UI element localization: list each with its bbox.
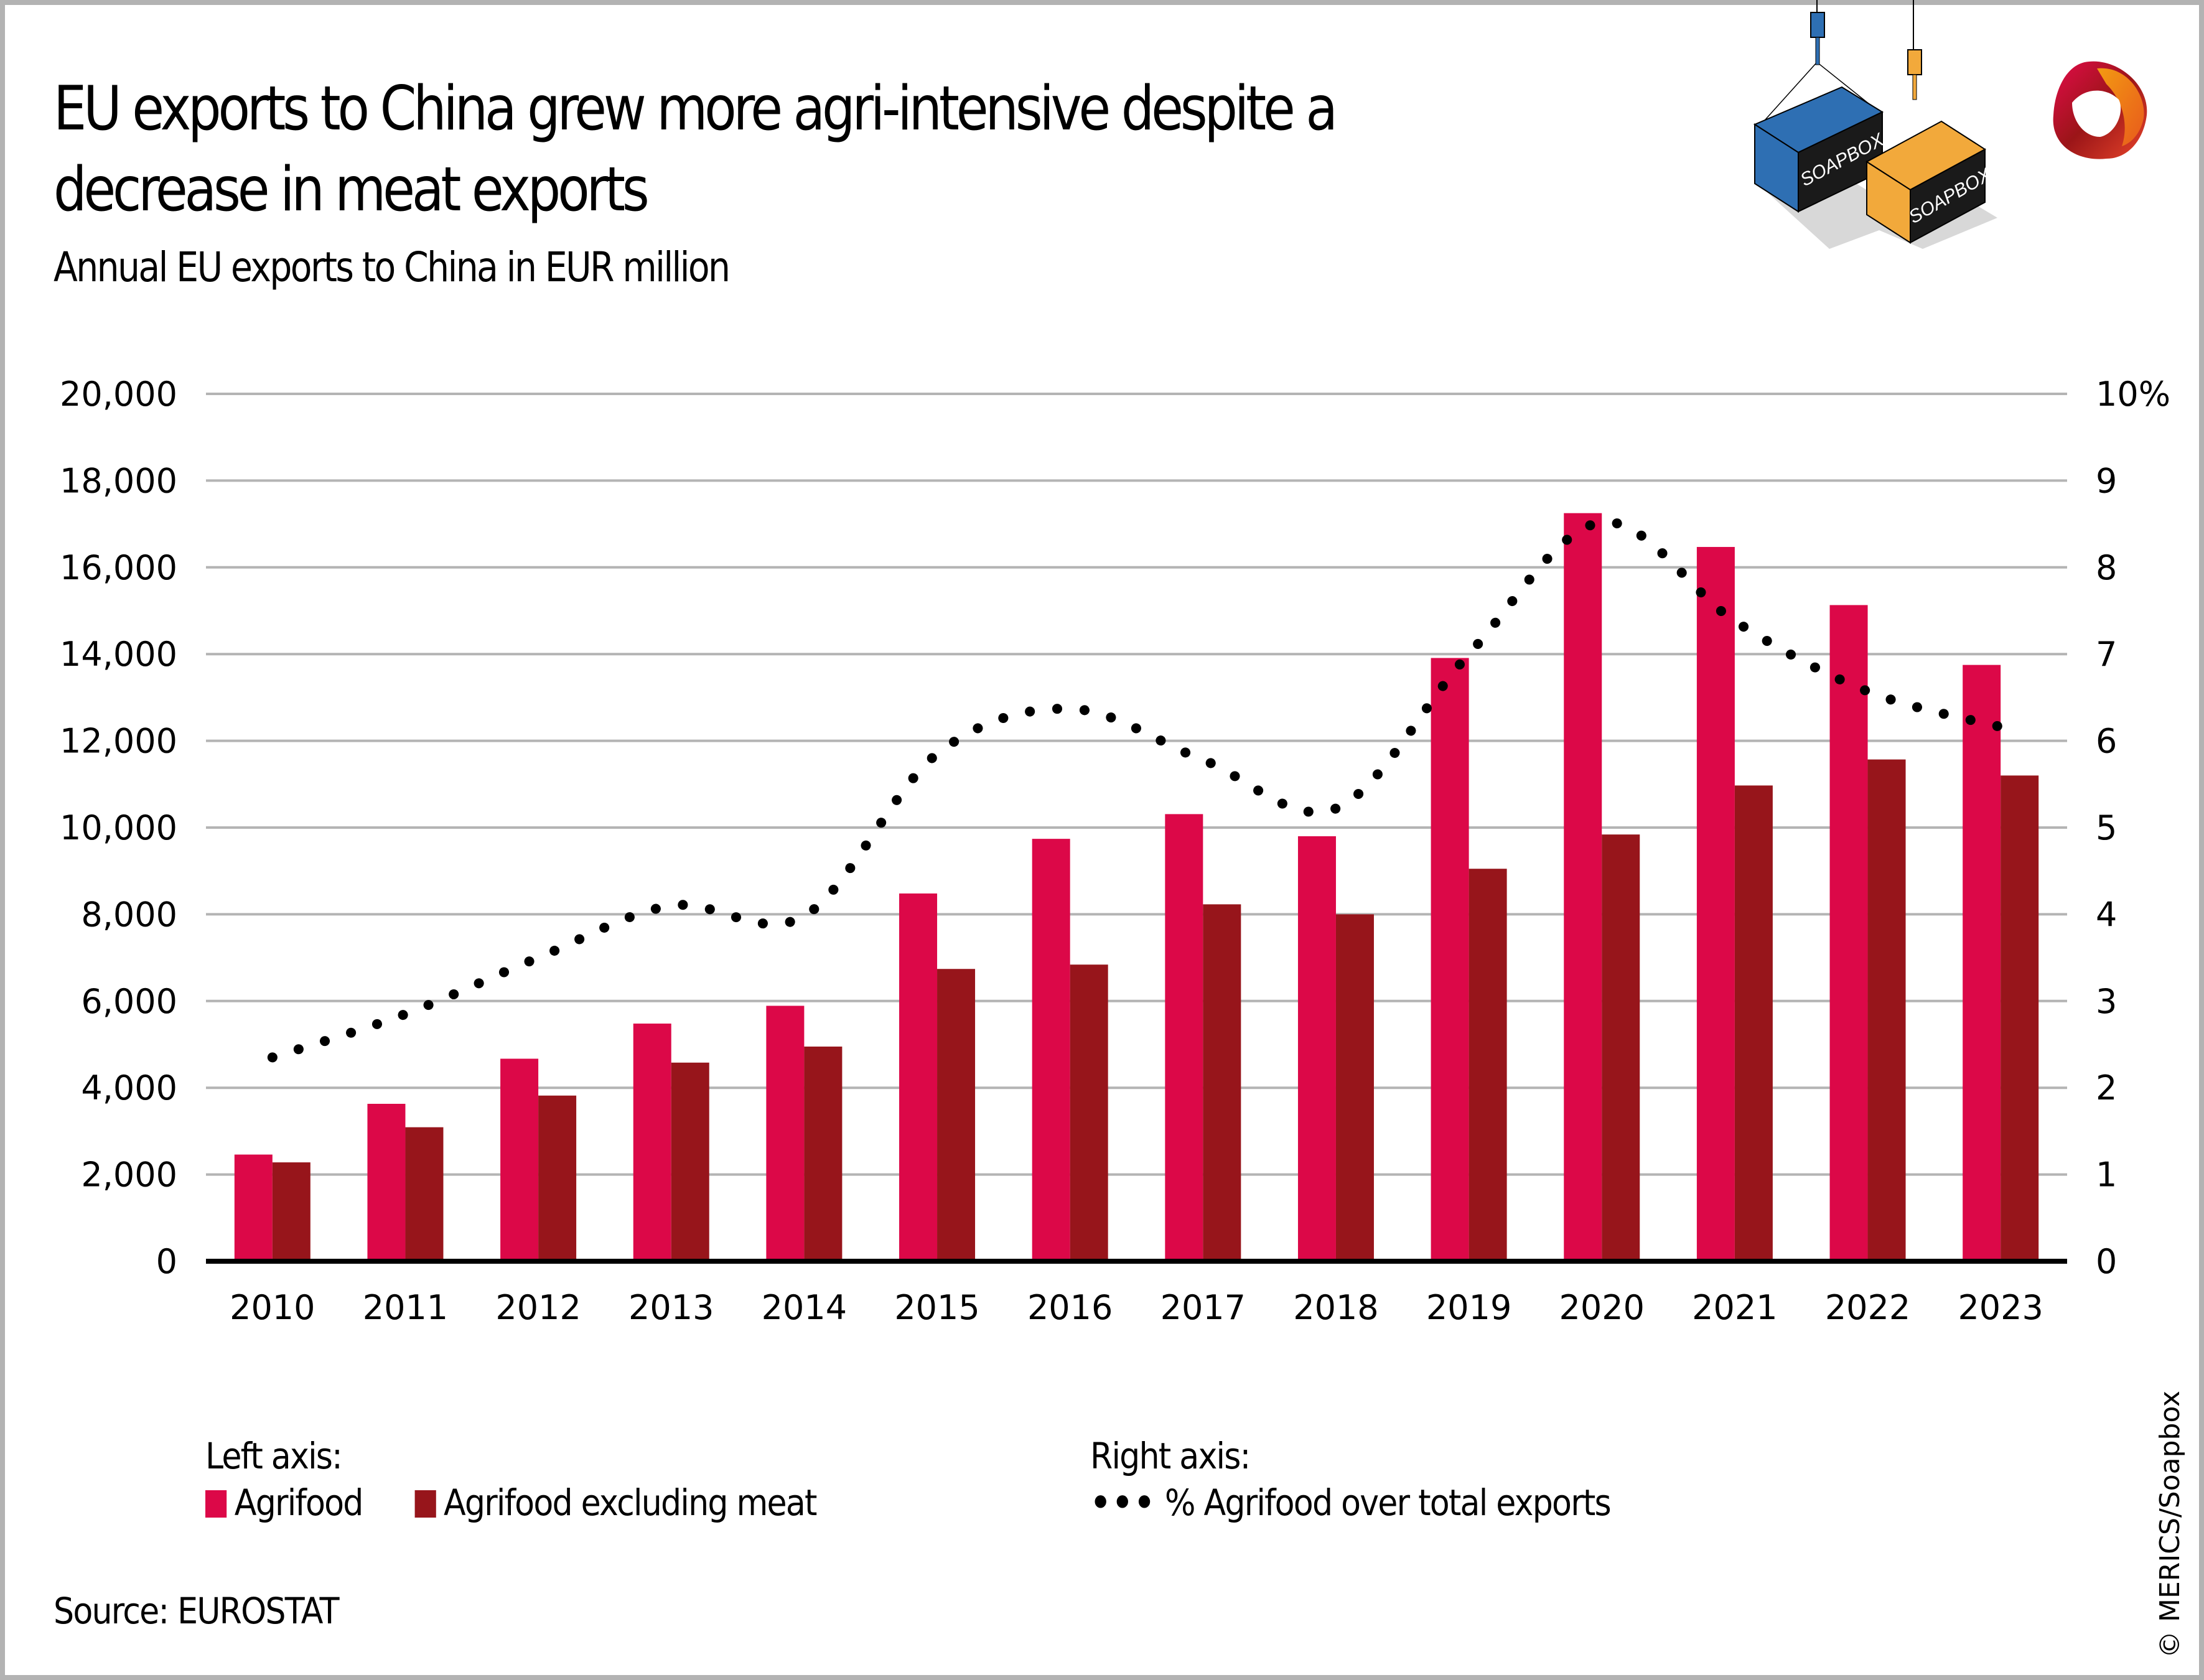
y-tick-label: 8,000 [81, 895, 177, 934]
bar-agrifood [1032, 839, 1070, 1261]
merics-logo-icon [2053, 61, 2147, 159]
x-tick-label: 2012 [495, 1288, 581, 1327]
y2-tick-label: 2 [2096, 1068, 2117, 1108]
bars [234, 513, 2039, 1262]
bar-agrifood-excl-meat [272, 1162, 311, 1261]
bar-agrifood-excl-meat [2001, 775, 2039, 1261]
bar-agrifood-excl-meat [1469, 869, 1507, 1261]
y2-tick-label: 9 [2096, 461, 2117, 500]
x-tick-label: 2014 [762, 1288, 847, 1327]
agrifood-swatch-icon [205, 1490, 227, 1518]
bar-agrifood-excl-meat [1602, 834, 1640, 1261]
bar-agrifood [1431, 658, 1469, 1261]
y2-tick-label: 6 [2096, 722, 2117, 761]
legend-item-agrifood: Agrifood [234, 1482, 364, 1524]
bar-agrifood [500, 1058, 539, 1261]
y-tick-label: 2,000 [81, 1155, 177, 1195]
orange-container-icon: SOAPBOX [1865, 0, 1995, 244]
y-tick-label: 20,000 [60, 375, 177, 414]
bar-agrifood [1963, 665, 2001, 1261]
x-tick-label: 2010 [230, 1288, 315, 1327]
bar-agrifood [766, 1006, 805, 1261]
x-tick-label: 2019 [1426, 1288, 1511, 1327]
y-tick-label: 0 [156, 1242, 177, 1281]
bar-agrifood [899, 893, 938, 1261]
x-tick-label: 2013 [628, 1288, 714, 1327]
y-tick-label: 14,000 [60, 635, 177, 674]
legend-item-percentage: % Agrifood over total exports [1164, 1482, 1612, 1524]
legend-item-agrifood-excl-meat: Agrifood excluding meat [443, 1482, 818, 1524]
bar-agrifood-excl-meat [1867, 759, 1906, 1261]
y2-tick-label: 7 [2096, 635, 2117, 674]
y-tick-label: 6,000 [81, 982, 177, 1021]
y2-tick-label: 3 [2096, 982, 2117, 1021]
bar-agrifood-excl-meat [538, 1095, 577, 1261]
bar-agrifood-excl-meat [1734, 785, 1773, 1261]
bar-agrifood-excl-meat [1203, 904, 1241, 1261]
x-tick-label: 2021 [1692, 1288, 1777, 1327]
bar-agrifood-excl-meat [405, 1127, 444, 1261]
legend-left-heading: Left axis: [205, 1435, 343, 1477]
percentage-line [267, 517, 2006, 1063]
x-tick-label: 2022 [1825, 1288, 1910, 1327]
legend-right-heading: Right axis: [1090, 1435, 1251, 1477]
y-tick-label: 12,000 [60, 722, 177, 761]
legend-left: Agrifood Agrifood excluding meat [205, 1481, 818, 1524]
bar-agrifood [1696, 547, 1735, 1261]
bar-agrifood [1297, 836, 1336, 1261]
x-tick-label: 2020 [1559, 1288, 1645, 1327]
x-tick-label: 2017 [1160, 1288, 1246, 1327]
y-tick-label: 16,000 [60, 548, 177, 587]
bar-agrifood-excl-meat [937, 969, 976, 1261]
y-tick-label: 4,000 [81, 1068, 177, 1108]
legend-right: •••% Agrifood over total exports [1090, 1481, 1612, 1524]
x-tick-label: 2023 [1958, 1288, 2043, 1327]
x-tick-label: 2018 [1293, 1288, 1378, 1327]
y2-tick-label: 10% [2096, 375, 2170, 414]
bar-agrifood-excl-meat [804, 1046, 843, 1261]
y2-tick-label: 1 [2096, 1155, 2117, 1195]
bar-agrifood [234, 1154, 273, 1261]
percentage-dotted-line [267, 517, 2006, 1063]
soapbox-containers-icon: SOAPBOX SOAPBOX [1753, 0, 1997, 249]
agrifood-excl-meat-swatch-icon [414, 1490, 436, 1518]
bar-agrifood [1564, 513, 1602, 1261]
y2-tick-label: 5 [2096, 808, 2117, 847]
y-tick-label: 18,000 [60, 461, 177, 500]
chart-title: EU exports to China grew more agri-inten… [54, 73, 1338, 225]
y2-tick-label: 4 [2096, 895, 2117, 934]
bar-agrifood-excl-meat [671, 1062, 709, 1261]
gridlines [206, 393, 2067, 1176]
x-axis-ticks: 2010 2011 2012 2013 2014 2015 2016 2017 2018 2019… [230, 1288, 2043, 1327]
y-tick-label: 10,000 [60, 808, 177, 847]
source-note: Source: EUROSTAT [54, 1590, 340, 1632]
x-tick-label: 2011 [363, 1288, 448, 1327]
right-axis-ticks: 0 1 2 3 4 5 6 7 8 9 10% [2096, 375, 2170, 1281]
y2-tick-label: 0 [2096, 1242, 2117, 1281]
bar-agrifood-excl-meat [1335, 914, 1374, 1261]
left-axis-ticks: 0 2,000 4,000 6,000 8,000 10,000 12,000 14,000 1… [60, 375, 177, 1281]
bar-agrifood [1829, 605, 1868, 1262]
bar-agrifood-excl-meat [1070, 964, 1108, 1261]
bar-agrifood [633, 1024, 671, 1261]
x-tick-label: 2016 [1027, 1288, 1113, 1327]
copyright-note: © MERICS/Soapbox [2154, 1390, 2186, 1658]
chart-subtitle: Annual EU exports to China in EUR millio… [54, 243, 731, 291]
y2-tick-label: 8 [2096, 548, 2117, 587]
dotted-line-legend-icon: ••• [1090, 1482, 1156, 1524]
bar-agrifood [367, 1103, 406, 1261]
bar-agrifood [1165, 814, 1203, 1261]
x-tick-label: 2015 [894, 1288, 979, 1327]
